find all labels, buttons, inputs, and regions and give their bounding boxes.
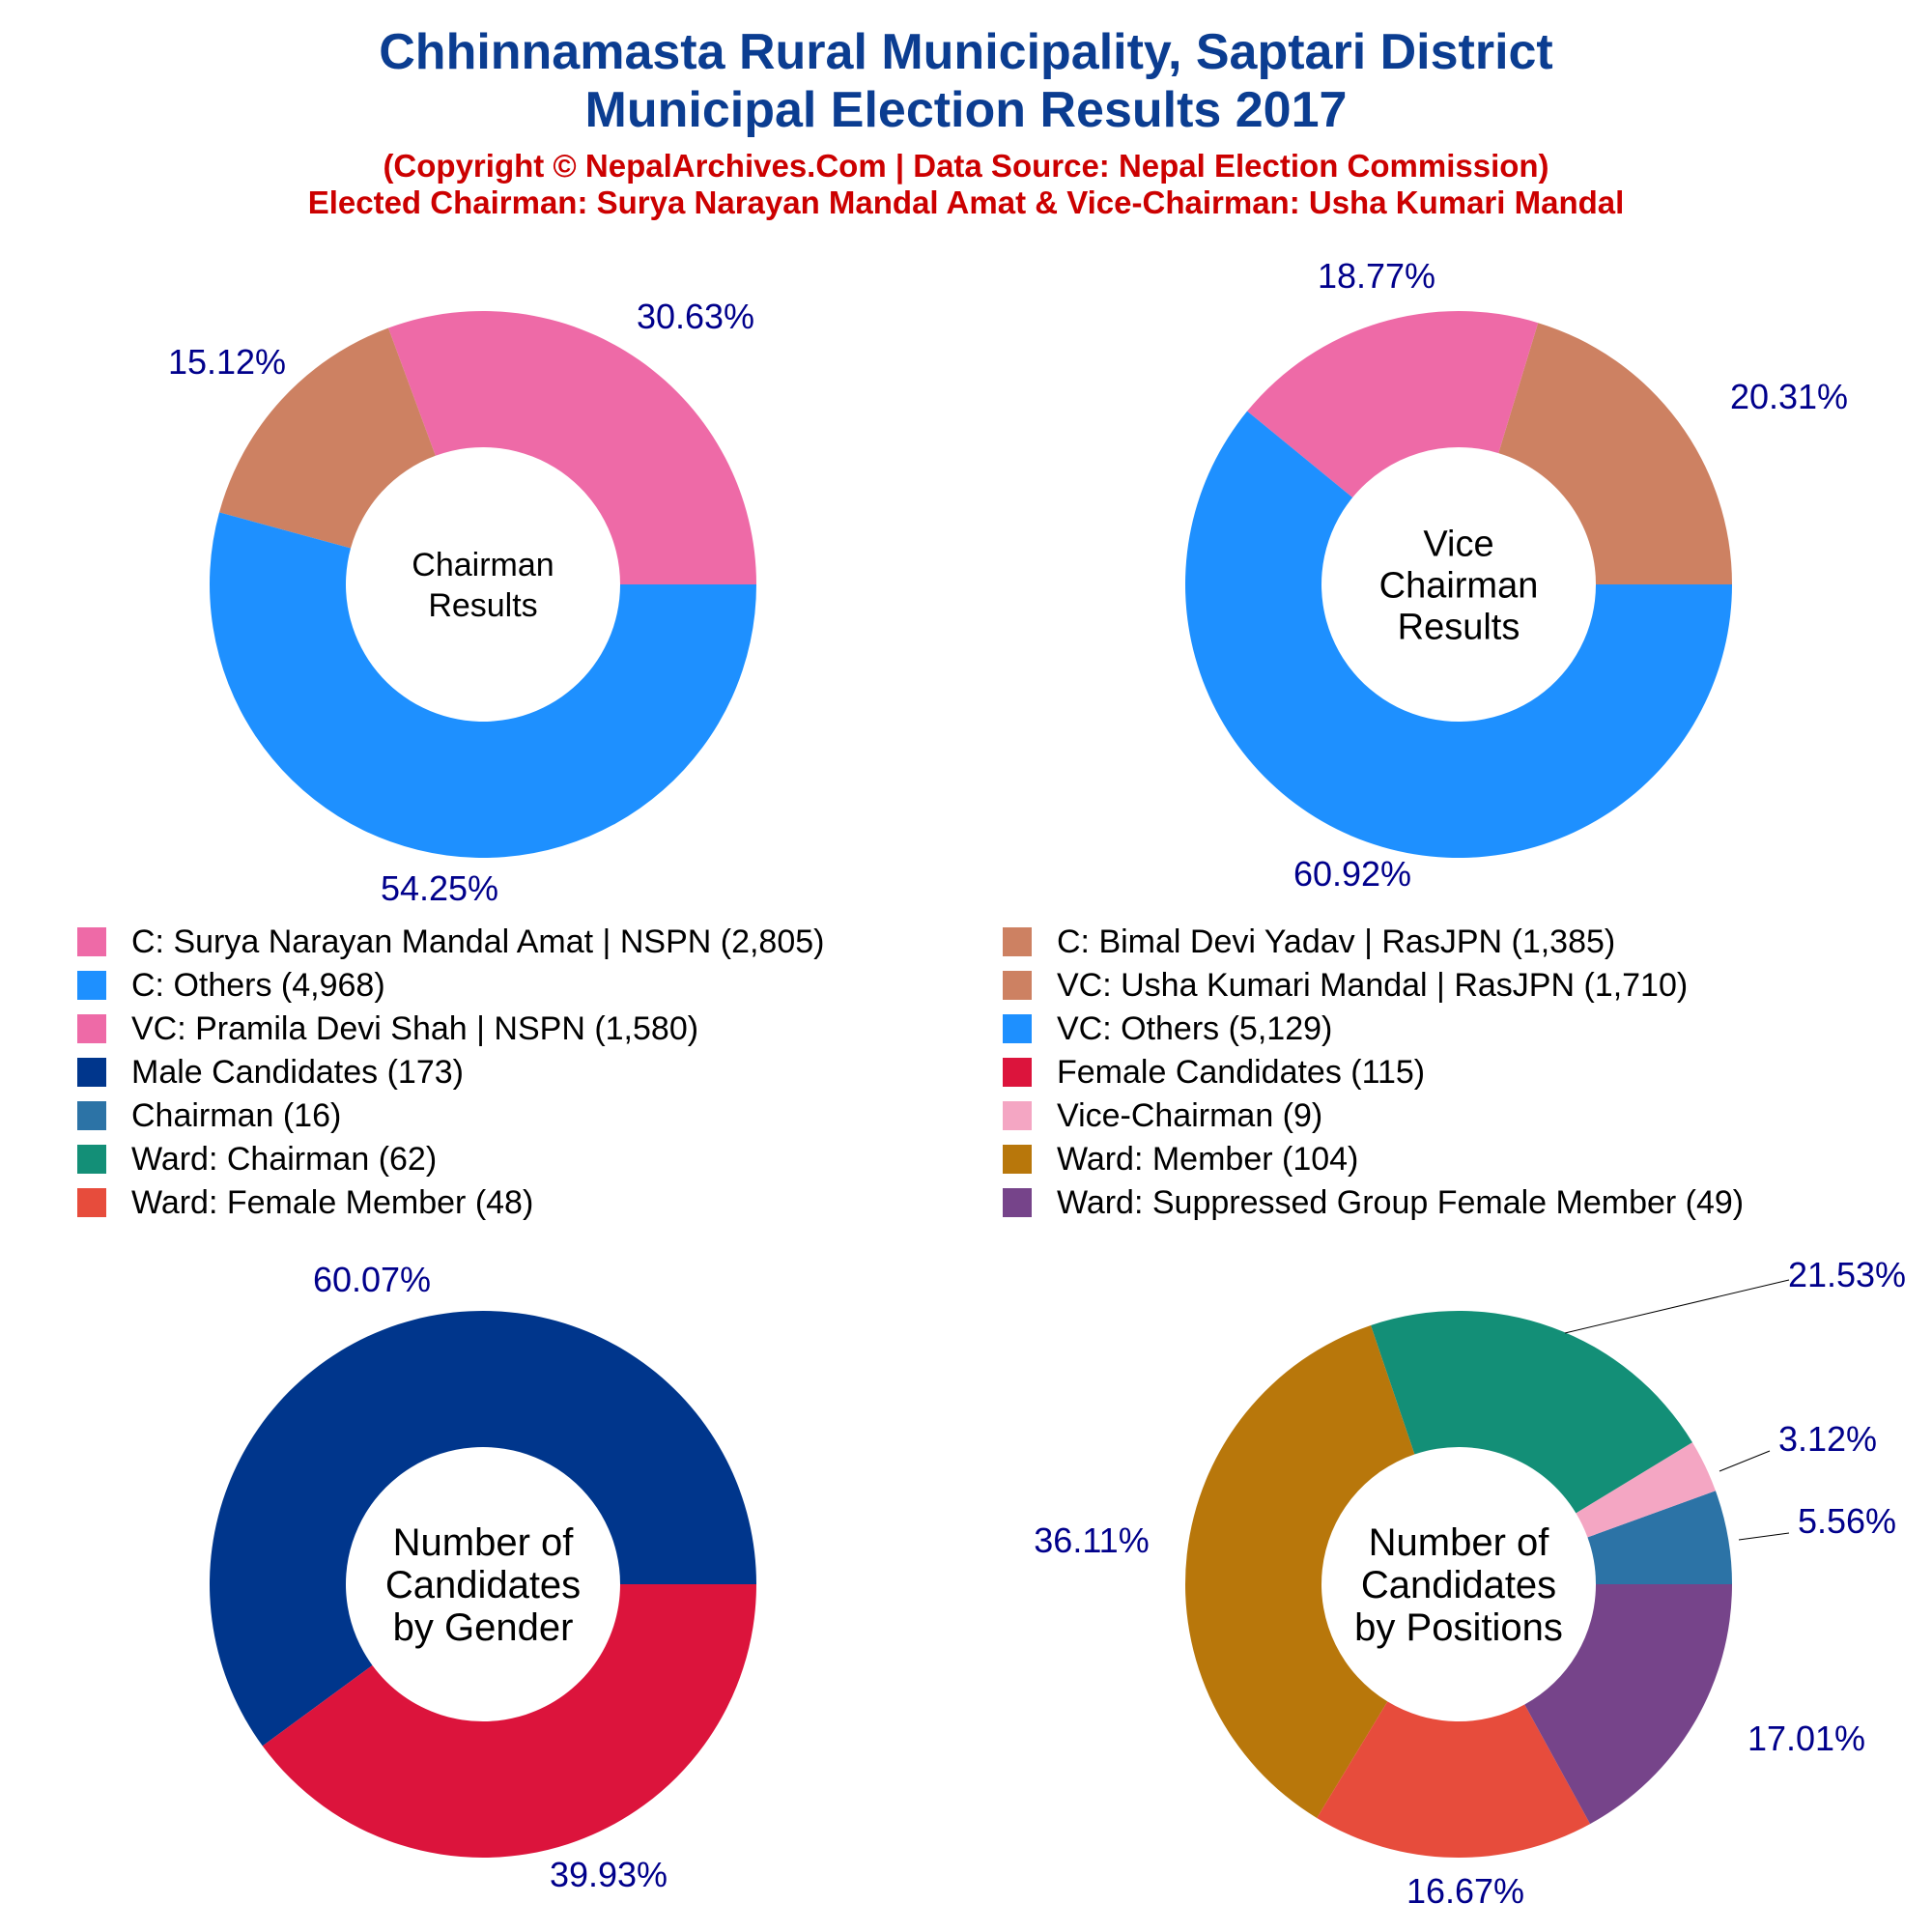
legend-label: Male Candidates (173) bbox=[131, 1053, 464, 1091]
pie-slice bbox=[1317, 1701, 1591, 1859]
legend-label: C: Surya Narayan Mandal Amat | NSPN (2,8… bbox=[131, 923, 825, 960]
legend-swatch bbox=[77, 971, 106, 1000]
legend-label: VC: Pramila Devi Shah | NSPN (1,580) bbox=[131, 1009, 699, 1047]
percent-label: 60.92% bbox=[1293, 854, 1411, 894]
center-label: Candidates bbox=[385, 1564, 581, 1606]
pie-slice bbox=[210, 1311, 757, 1747]
center-label: Vice bbox=[1423, 524, 1493, 564]
pie-slice bbox=[210, 512, 756, 859]
legend-label: C: Others (4,968) bbox=[131, 966, 385, 1004]
percent-label: 36.11% bbox=[1034, 1520, 1149, 1560]
legend-label: Female Candidates (115) bbox=[1057, 1053, 1426, 1091]
center-label: Chairman bbox=[1379, 565, 1539, 606]
chart-title-line2: Municipal Election Results 2017 bbox=[584, 82, 1348, 138]
legend-item: Female Candidates (115) bbox=[1003, 1051, 1425, 1094]
legend-item: C: Others (4,968) bbox=[77, 964, 385, 1007]
legend-swatch bbox=[1003, 1188, 1032, 1217]
center-label: Chairman bbox=[412, 547, 554, 583]
callout-line bbox=[1738, 1532, 1790, 1541]
percent-label: 21.53% bbox=[1788, 1255, 1906, 1294]
pie-slice bbox=[219, 327, 436, 549]
legend-swatch bbox=[1003, 927, 1032, 956]
percent-label: 39.93% bbox=[550, 1855, 668, 1894]
pie-slice bbox=[1587, 1491, 1732, 1584]
legend-label: C: Bimal Devi Yadav | RasJPN (1,385) bbox=[1057, 923, 1616, 960]
legend-swatch bbox=[1003, 1101, 1032, 1130]
legend-swatch bbox=[77, 927, 106, 956]
center-label: Results bbox=[1398, 607, 1520, 647]
center-label: Candidates bbox=[1361, 1564, 1556, 1606]
pie-slice bbox=[1576, 1442, 1716, 1538]
percent-label: 3.12% bbox=[1778, 1419, 1877, 1459]
legend-label: VC: Usha Kumari Mandal | RasJPN (1,710) bbox=[1057, 966, 1689, 1004]
pie-slice bbox=[1371, 1311, 1692, 1514]
callout-line bbox=[1564, 1279, 1790, 1334]
copyright-subtitle: (Copyright © NepalArchives.Com | Data So… bbox=[383, 148, 1549, 184]
percent-label: 30.63% bbox=[637, 297, 754, 336]
legend-label: Ward: Chairman (62) bbox=[131, 1140, 438, 1178]
percent-label: 16.67% bbox=[1406, 1871, 1524, 1911]
legend-swatch bbox=[1003, 1145, 1032, 1174]
pie-slice bbox=[1498, 323, 1732, 584]
center-label: by Positions bbox=[1354, 1606, 1563, 1649]
pie-slice bbox=[1185, 1325, 1415, 1818]
legend-swatch bbox=[77, 1101, 106, 1130]
legend-item: Male Candidates (173) bbox=[77, 1051, 464, 1094]
legend-label: Ward: Suppressed Group Female Member (49… bbox=[1057, 1183, 1745, 1221]
legend-item: Ward: Suppressed Group Female Member (49… bbox=[1003, 1181, 1744, 1224]
pie-slice bbox=[1247, 311, 1539, 498]
legend-item: VC: Others (5,129) bbox=[1003, 1008, 1332, 1050]
pie-slice bbox=[262, 1584, 756, 1858]
percent-label: 60.07% bbox=[313, 1260, 431, 1299]
percent-label: 5.56% bbox=[1798, 1501, 1896, 1541]
percent-label: 17.01% bbox=[1747, 1719, 1865, 1758]
legend-item: Ward: Member (104) bbox=[1003, 1138, 1358, 1180]
legend-label: VC: Others (5,129) bbox=[1057, 1009, 1333, 1047]
legend-item: C: Surya Narayan Mandal Amat | NSPN (2,8… bbox=[77, 921, 824, 963]
percent-label: 54.25% bbox=[381, 868, 498, 908]
legend-swatch bbox=[77, 1145, 106, 1174]
elected-subtitle: Elected Chairman: Surya Narayan Mandal A… bbox=[307, 185, 1625, 220]
pie-slice bbox=[1524, 1584, 1732, 1825]
legend-label: Vice-Chairman (9) bbox=[1057, 1096, 1323, 1134]
legend-item: Ward: Chairman (62) bbox=[77, 1138, 437, 1180]
center-label: Number of bbox=[393, 1521, 575, 1564]
donut-positions: 5.56% 3.12% 21.53% 36.11% 16.67% 17.01% Number… bbox=[1034, 1255, 1906, 1911]
pie-slice bbox=[387, 310, 756, 584]
legend-item: Chairman (16) bbox=[77, 1094, 341, 1137]
pie-slice bbox=[1185, 411, 1732, 858]
legend-swatch bbox=[1003, 1058, 1032, 1087]
percent-label: 15.12% bbox=[168, 342, 286, 382]
center-label: by Gender bbox=[393, 1606, 574, 1649]
legend-item: C: Bimal Devi Yadav | RasJPN (1,385) bbox=[1003, 921, 1615, 963]
legend-swatch bbox=[1003, 1014, 1032, 1043]
legend-label: Ward: Member (104) bbox=[1057, 1140, 1359, 1178]
chart-title: Chhinnamasta Rural Municipality, Saptari… bbox=[379, 24, 1553, 80]
legend-label: Chairman (16) bbox=[131, 1096, 342, 1134]
percent-label: 18.77% bbox=[1318, 256, 1435, 296]
legend-item: Vice-Chairman (9) bbox=[1003, 1094, 1322, 1137]
callout-line bbox=[1719, 1450, 1771, 1472]
legend-swatch bbox=[77, 1014, 106, 1043]
center-label: Results bbox=[428, 587, 537, 624]
legend-label: Ward: Female Member (48) bbox=[131, 1183, 534, 1221]
center-label: Number of bbox=[1369, 1521, 1550, 1564]
legend-swatch bbox=[77, 1058, 106, 1087]
legend-item: VC: Pramila Devi Shah | NSPN (1,580) bbox=[77, 1008, 698, 1050]
legend-item: VC: Usha Kumari Mandal | RasJPN (1,710) bbox=[1003, 964, 1688, 1007]
legend-swatch bbox=[77, 1188, 106, 1217]
legend-item: Ward: Female Member (48) bbox=[77, 1181, 533, 1224]
donut-chairman: 30.63% 15.12% 54.25% Chairman Results bbox=[168, 297, 756, 908]
percent-label: 20.31% bbox=[1730, 377, 1848, 416]
legend-swatch bbox=[1003, 971, 1032, 1000]
